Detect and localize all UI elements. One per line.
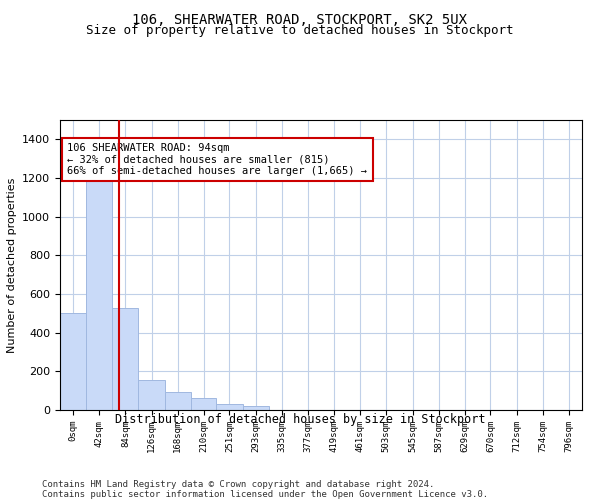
Bar	[112, 308, 139, 410]
Bar	[60, 314, 86, 410]
Text: Distribution of detached houses by size in Stockport: Distribution of detached houses by size …	[115, 412, 485, 426]
Bar	[191, 398, 217, 410]
Bar	[164, 392, 191, 410]
Text: Contains HM Land Registry data © Crown copyright and database right 2024.
Contai: Contains HM Land Registry data © Crown c…	[42, 480, 488, 500]
Bar	[242, 406, 269, 410]
Text: 106 SHEARWATER ROAD: 94sqm
← 32% of detached houses are smaller (815)
66% of sem: 106 SHEARWATER ROAD: 94sqm ← 32% of deta…	[67, 143, 367, 176]
Bar	[217, 404, 242, 410]
Text: 106, SHEARWATER ROAD, STOCKPORT, SK2 5UX: 106, SHEARWATER ROAD, STOCKPORT, SK2 5UX	[133, 12, 467, 26]
Y-axis label: Number of detached properties: Number of detached properties	[7, 178, 17, 352]
Bar	[86, 149, 112, 410]
Text: Size of property relative to detached houses in Stockport: Size of property relative to detached ho…	[86, 24, 514, 37]
Bar	[139, 380, 164, 410]
